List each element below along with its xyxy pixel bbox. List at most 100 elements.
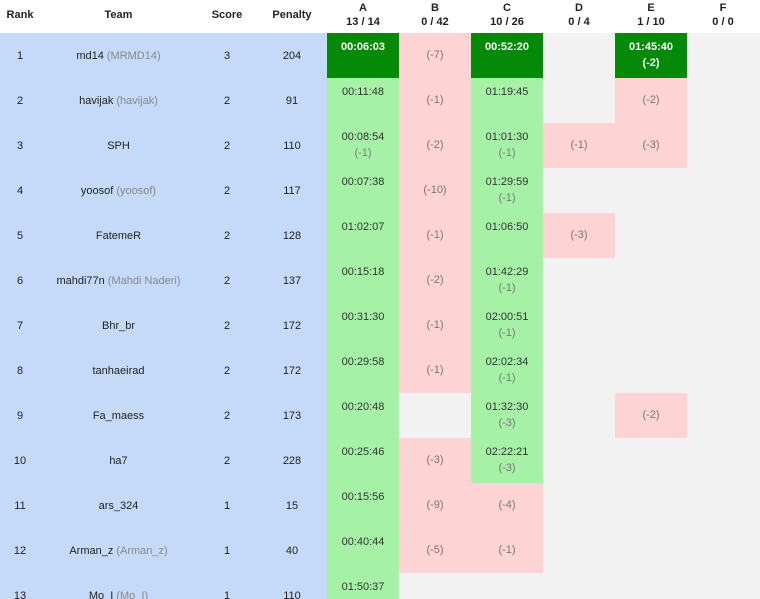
team-name[interactable]: Mo_I <box>88 589 114 599</box>
team-name-cell[interactable]: Mo_I (Mo_I) <box>40 573 197 599</box>
problem-b-cell[interactable]: (-1) <box>399 303 471 348</box>
problem-c-cell[interactable]: 01:06:50 <box>471 213 543 258</box>
problem-e-cell <box>615 168 687 213</box>
header-problem-e[interactable]: E 1 / 10 <box>615 0 687 33</box>
team-name[interactable]: ha7 <box>109 454 128 467</box>
problem-a-cell[interactable]: 01:50:37 <box>327 573 399 599</box>
score-value: 2 <box>223 184 231 197</box>
problem-d-cell <box>543 393 615 438</box>
team-name[interactable]: FatemeR <box>95 229 142 242</box>
header-problem-a[interactable]: A 13 / 14 <box>327 0 399 33</box>
problem-b-cell[interactable]: (-2) <box>399 258 471 303</box>
problem-a-cell[interactable]: 00:15:56 <box>327 483 399 528</box>
solve-time: 01:45:40 <box>628 41 674 53</box>
wrong-attempts: (-4) <box>498 499 516 511</box>
problem-b-cell[interactable]: (-10) <box>399 168 471 213</box>
team-name-cell[interactable]: Fa_maess <box>40 393 197 438</box>
wrong-attempts: (-10) <box>423 184 447 196</box>
problem-e-cell[interactable]: (-3) <box>615 123 687 168</box>
team-name-cell[interactable]: ha7 <box>40 438 197 483</box>
wrong-attempts: (-1) <box>498 327 516 339</box>
problem-a-cell[interactable]: 00:07:38 <box>327 168 399 213</box>
problem-d-cell[interactable]: (-3) <box>543 213 615 258</box>
problem-e-cell[interactable]: 01:45:40 (-2) <box>615 33 687 78</box>
header-problem-d[interactable]: D 0 / 4 <box>543 0 615 33</box>
problem-b-cell[interactable]: (-1) <box>399 348 471 393</box>
team-name-cell[interactable]: Bhr_br <box>40 303 197 348</box>
team-name-cell[interactable]: yoosof (yoosof) <box>40 168 197 213</box>
team-name[interactable]: ars_324 <box>98 499 139 512</box>
team-name[interactable]: Bhr_br <box>101 319 136 332</box>
problem-f-cell <box>687 348 759 393</box>
problem-c-cell[interactable]: 01:01:30 (-1) <box>471 123 543 168</box>
problem-c-cell[interactable]: 01:32:30 (-3) <box>471 393 543 438</box>
problem-b-cell[interactable]: (-9) <box>399 483 471 528</box>
header-score[interactable]: Score <box>211 9 243 21</box>
team-name[interactable]: havijak <box>79 94 114 107</box>
problem-letter: A <box>359 2 367 14</box>
problem-c-cell[interactable]: 02:00:51 (-1) <box>471 303 543 348</box>
solve-time: 00:52:20 <box>484 41 530 53</box>
team-name[interactable]: yoosof <box>80 184 114 197</box>
header-problem-b[interactable]: B 0 / 42 <box>399 0 471 33</box>
wrong-attempts: (-5) <box>426 544 444 556</box>
problem-c-cell[interactable]: 01:19:45 <box>471 78 543 123</box>
problem-c-cell[interactable]: 00:52:20 <box>471 33 543 78</box>
solve-time: 01:50:37 <box>341 581 385 593</box>
problem-a-cell[interactable]: 00:08:54 (-1) <box>327 123 399 168</box>
problem-c-cell[interactable]: 02:02:34 (-1) <box>471 348 543 393</box>
table-row: 9 Fa_maess 2 173 00:20:48 01:32:30 (-3) (-2) <box>0 393 760 438</box>
problem-a-cell[interactable]: 01:02:07 <box>327 213 399 258</box>
problem-b-cell[interactable]: (-1) <box>399 213 471 258</box>
problem-a-cell[interactable]: 00:11:48 <box>327 78 399 123</box>
problem-a-cell[interactable]: 00:06:03 <box>327 33 399 78</box>
team-name[interactable]: tanhaeirad <box>92 364 145 377</box>
solve-time: 01:01:30 <box>485 131 529 143</box>
team-name-cell[interactable]: SPH <box>40 123 197 168</box>
problem-d-cell[interactable]: (-1) <box>543 123 615 168</box>
team-name[interactable]: Fa_maess <box>92 409 145 422</box>
team-name-cell[interactable]: ars_324 <box>40 483 197 528</box>
problem-d-cell <box>543 168 615 213</box>
header-penalty[interactable]: Penalty <box>272 9 312 21</box>
header-problem-c[interactable]: C 10 / 26 <box>471 0 543 33</box>
problem-c-cell[interactable]: 01:42:29 (-1) <box>471 258 543 303</box>
team-name[interactable]: Arman_z <box>69 544 114 557</box>
problem-a-cell[interactable]: 00:15:18 <box>327 258 399 303</box>
team-name[interactable]: mahdi77n <box>56 274 105 287</box>
problem-b-cell[interactable]: (-3) <box>399 438 471 483</box>
team-name-cell[interactable]: FatemeR <box>40 213 197 258</box>
team-info-cell: 8 tanhaeirad 2 172 <box>0 348 327 393</box>
score-value: 3 <box>223 49 231 62</box>
problem-a-cell[interactable]: 00:20:48 <box>327 393 399 438</box>
problem-a-cell[interactable]: 00:29:58 <box>327 348 399 393</box>
header-problem-f[interactable]: F 0 / 0 <box>687 0 759 33</box>
problem-c-cell[interactable]: 02:22:21 (-3) <box>471 438 543 483</box>
problem-a-cell[interactable]: 00:31:30 <box>327 303 399 348</box>
problem-b-cell[interactable]: (-7) <box>399 33 471 78</box>
wrong-attempts: (-3) <box>426 454 444 466</box>
problem-b-cell[interactable]: (-5) <box>399 528 471 573</box>
problem-c-cell[interactable]: (-4) <box>471 483 543 528</box>
problem-c-cell[interactable]: 01:29:59 (-1) <box>471 168 543 213</box>
team-name[interactable]: md14 <box>76 49 104 62</box>
problem-e-cell[interactable]: (-2) <box>615 393 687 438</box>
problem-f-cell <box>687 303 759 348</box>
problem-b-cell[interactable]: (-2) <box>399 123 471 168</box>
score-value: 2 <box>223 454 231 467</box>
team-name-cell[interactable]: md14 (MRMD14) <box>40 33 197 78</box>
problem-c-cell[interactable]: (-1) <box>471 528 543 573</box>
header-team[interactable]: Team <box>104 9 133 21</box>
team-name-cell[interactable]: mahdi77n (Mahdi Naderi) <box>40 258 197 303</box>
team-name-cell[interactable]: tanhaeirad <box>40 348 197 393</box>
scoreboard-header: Rank Team Score Penalty A 13 / 14 B 0 / … <box>0 0 760 33</box>
team-name[interactable]: SPH <box>107 139 130 152</box>
score-value: 1 <box>223 589 231 599</box>
problem-a-cell[interactable]: 00:40:44 <box>327 528 399 573</box>
problem-b-cell[interactable]: (-1) <box>399 78 471 123</box>
header-rank[interactable]: Rank <box>6 9 34 21</box>
team-name-cell[interactable]: Arman_z (Arman_z) <box>40 528 197 573</box>
problem-e-cell[interactable]: (-2) <box>615 78 687 123</box>
team-name-cell[interactable]: havijak (havijak) <box>40 78 197 123</box>
problem-a-cell[interactable]: 00:25:46 <box>327 438 399 483</box>
